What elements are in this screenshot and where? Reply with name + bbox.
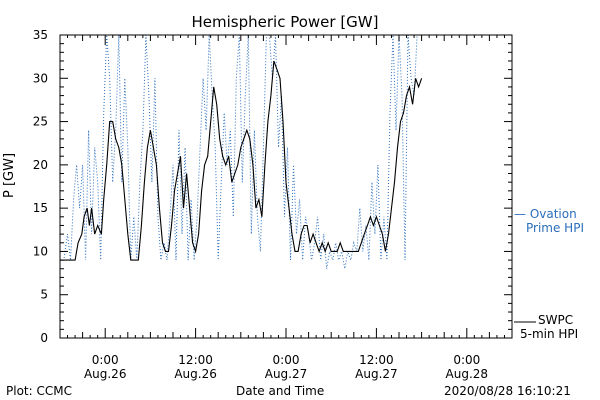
- x-tick-time-label: 0:00: [273, 353, 300, 367]
- x-tick-time-label: 0:00: [453, 353, 480, 367]
- y-tick-label: 20: [33, 158, 48, 172]
- x-tick-date-label: Aug.27: [355, 367, 398, 381]
- x-tick-date-label: Aug.26: [174, 367, 217, 381]
- x-tick-time-label: 12:00: [359, 353, 394, 367]
- y-tick-label: 5: [40, 288, 48, 302]
- legend-swpc-line1: SWPC: [538, 313, 574, 327]
- y-tick-label: 25: [33, 115, 48, 129]
- plot-timestamp: 2020/08/28 16:10:21: [444, 384, 571, 398]
- y-tick-label: 0: [40, 331, 48, 345]
- y-tick-label: 15: [33, 201, 48, 215]
- x-tick-time-label: 12:00: [178, 353, 213, 367]
- x-tick-date-label: Aug.27: [265, 367, 308, 381]
- x-tick-date-label: Aug.26: [84, 367, 127, 381]
- ovation-prime-hpi-line: [60, 34, 421, 269]
- y-tick-label: 10: [33, 244, 48, 258]
- swpc-hpi-line: [60, 60, 423, 261]
- y-tick-label: 35: [33, 28, 48, 42]
- x-tick-date-label: Aug.28: [446, 367, 489, 381]
- chart-title: Hemispheric Power [GW]: [191, 13, 379, 31]
- x-axis-label: Date and Time: [236, 384, 325, 398]
- legend-ovation-line2: Prime HPI: [526, 221, 584, 235]
- legend-ovation-line1: — Ovation: [514, 207, 577, 221]
- legend-swpc-line2: 5-min HPI: [520, 327, 579, 341]
- y-axis-label: P [GW]: [2, 152, 17, 198]
- x-tick-time-label: 0:00: [92, 353, 119, 367]
- plot-credit: Plot: CCMC: [6, 384, 72, 398]
- y-tick-label: 30: [33, 71, 48, 85]
